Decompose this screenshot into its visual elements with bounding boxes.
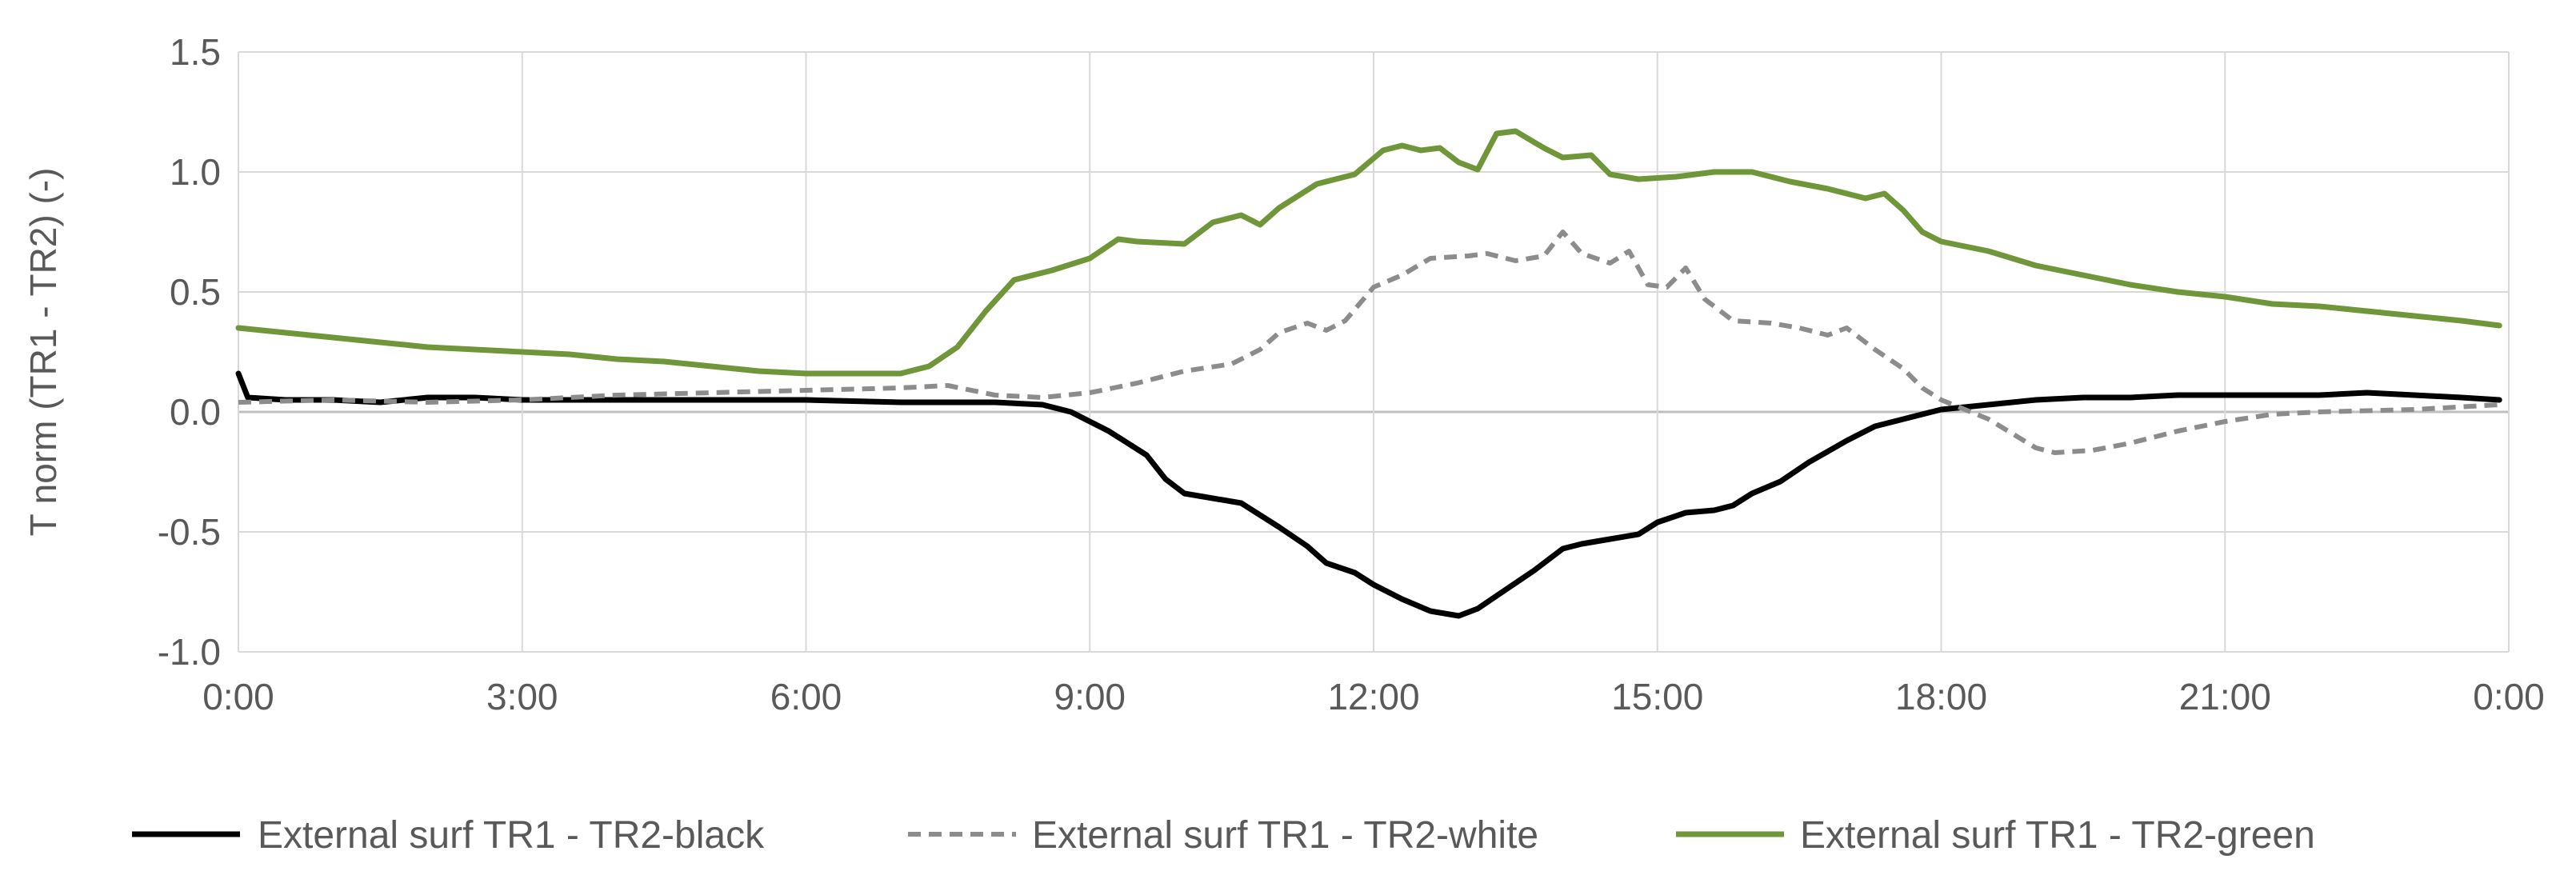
series-layer — [235, 128, 2502, 619]
x-tick-label: 21:00 — [2179, 676, 2271, 717]
legend-label-1: External surf TR1 - TR2-white — [1032, 814, 1538, 857]
legend: External surf TR1 - TR2-black External su… — [132, 814, 2315, 857]
series-line-2 — [235, 128, 2502, 377]
y-axis-title: T norm (TR1 - TR2) (-) — [22, 168, 64, 537]
x-tick-label: 9:00 — [1054, 676, 1126, 717]
x-tick-label: 3:00 — [486, 676, 558, 717]
series-line-1 — [238, 230, 2500, 455]
y-tick-label: 1.0 — [170, 151, 221, 193]
x-tick-label: 15:00 — [1611, 676, 1703, 717]
series-line-0 — [235, 370, 2502, 619]
x-tick-label: 18:00 — [1895, 676, 1987, 717]
x-tick-label: 12:00 — [1327, 676, 1419, 717]
grid-layer — [238, 51, 2510, 653]
legend-label-0: External surf TR1 - TR2-black — [258, 814, 765, 857]
legend-label-2: External surf TR1 - TR2-green — [1800, 814, 2315, 857]
axis-layer: -1.0 -0.5 0.0 0.5 1.0 1.5 0:00 3:00 6:00 9:00 12:0… — [22, 31, 2545, 717]
x-tick-label: 6:00 — [770, 676, 842, 717]
y-tick-label: 0.0 — [170, 391, 221, 433]
x-tick-label: 0:00 — [2473, 676, 2545, 717]
y-tick-label: -0.5 — [158, 511, 221, 553]
x-tick-label: 0:00 — [202, 676, 274, 717]
y-tick-label: 0.5 — [170, 271, 221, 313]
y-tick-label: 1.5 — [170, 31, 221, 73]
y-tick-label: -1.0 — [158, 631, 221, 673]
